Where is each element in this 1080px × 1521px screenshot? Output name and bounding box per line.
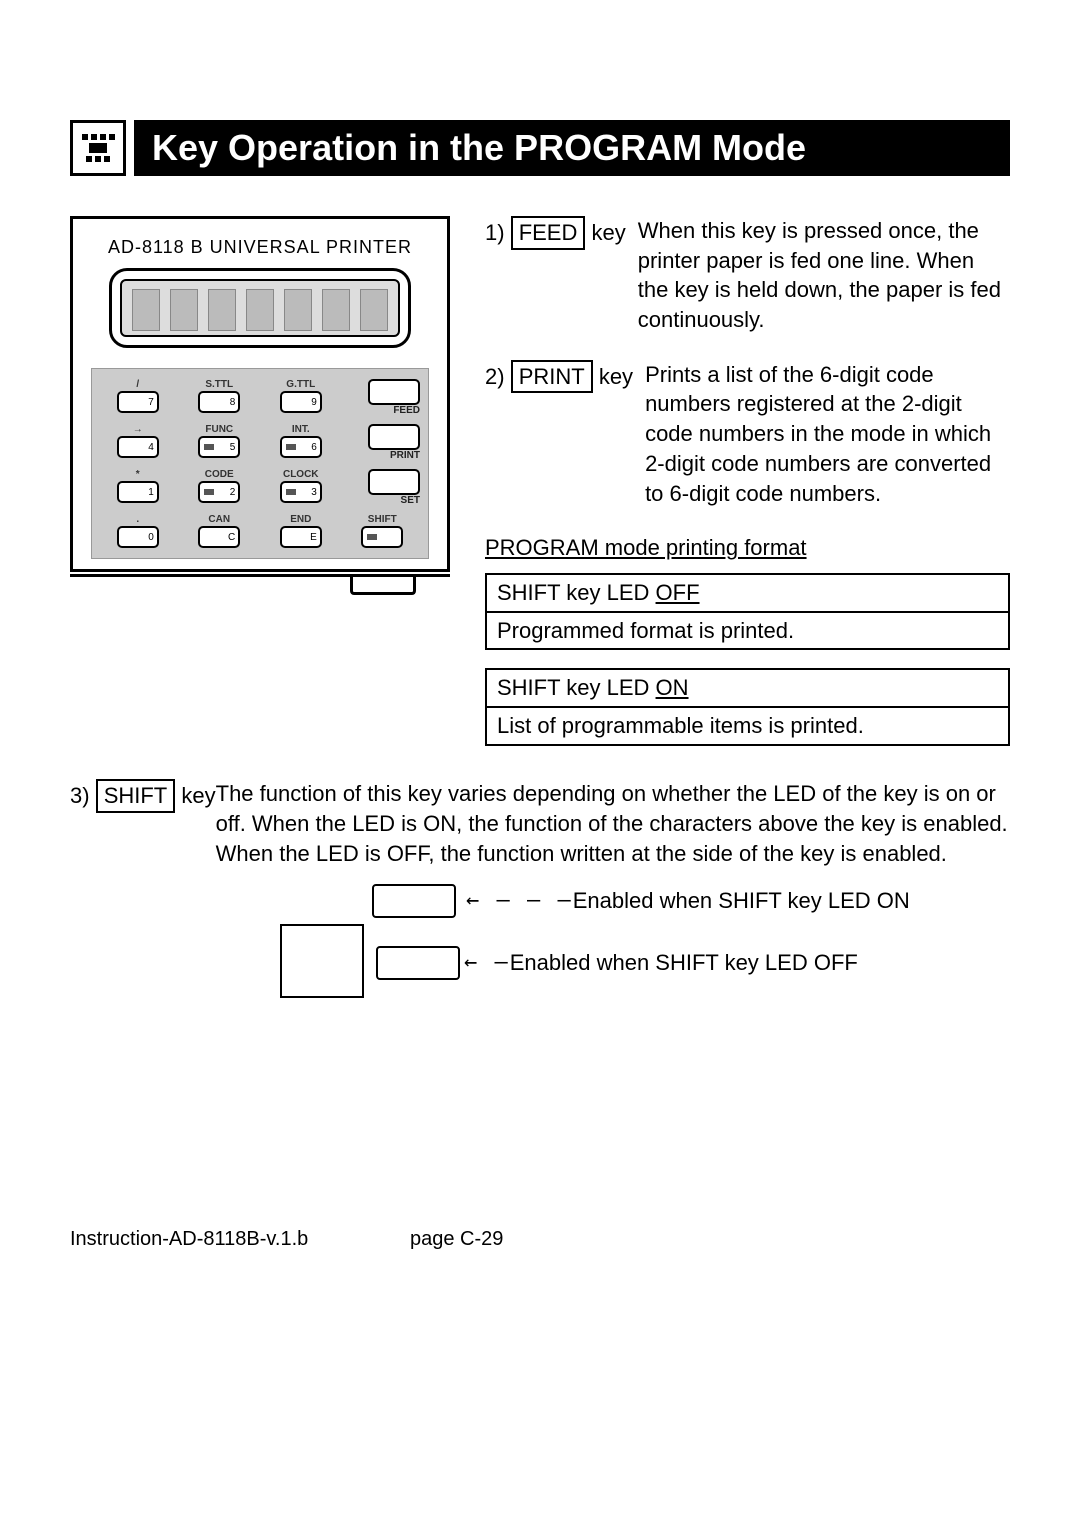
key-3: 3 [280,481,322,503]
feed-key-box: FEED [511,216,586,250]
item-3: 3) SHIFT key The function of this key va… [70,779,1010,870]
key-9: 9 [280,391,322,413]
key-8: 8 [198,391,240,413]
key-shift-top: SHIFT [368,514,397,526]
item-3-desc: The function of this key varies dependin… [216,779,1010,870]
printer-model-label: AD-8118 B UNIVERSAL PRINTER [91,237,429,258]
key-0: 0 [117,526,159,548]
item-2-desc: Prints a list of the 6-digit code number… [645,360,1010,508]
format-box-on: SHIFT key LED ON List of programmable it… [485,668,1010,745]
key-print-btn [368,424,420,450]
key-3-top: CLOCK [283,469,319,481]
key-5-top: FUNC [205,424,233,436]
keypad: /7 S.TTL8 G.TTL9 FEED →4 FUNC 5 INT.6 PRI… [91,368,429,559]
format-off-state: OFF [656,580,700,605]
shift-big-box [280,924,364,998]
key-2: 2 [198,481,240,503]
key-0-top: . [136,514,139,526]
key-set-btn [368,469,420,495]
key-shift [361,526,403,548]
key-6: 6 [280,436,322,458]
key-7: 7 [117,391,159,413]
format-on-desc: List of programmable items is printed. [487,708,1008,744]
shift-key-box: SHIFT [96,779,176,813]
key-2-top: CODE [205,469,234,481]
format-off-desc: Programmed format is printed. [487,613,1008,649]
shift-on-label: Enabled when SHIFT key LED ON [573,888,910,914]
key-c-top: CAN [208,514,230,526]
shift-off-label: Enabled when SHIFT key LED OFF [510,950,858,976]
item-1-suffix: key [592,220,626,245]
shift-off-box [376,946,460,980]
key-e-top: END [290,514,311,526]
footer: Instruction-AD-8118B-v.1.b page C-29 [70,1228,1010,1251]
format-off-label: SHIFT key LED [497,580,656,605]
key-feed-label: FEED [393,405,420,416]
item-3-suffix: key [181,783,215,808]
key-2-num: 2 [230,487,236,498]
arrow-solid: ← — [464,950,510,975]
key-c: C [198,526,240,548]
format-on-state: ON [656,675,689,700]
key-9-top: G.TTL [286,379,315,391]
section-header: Key Operation in the PROGRAM Mode [70,120,1010,176]
key-6-top: INT. [292,424,310,436]
shift-on-box [372,884,456,918]
tab-hook [350,574,416,595]
item-2: 2) PRINT key Prints a list of the 6-digi… [485,360,1010,508]
format-box-off: SHIFT key LED OFF Programmed format is p… [485,573,1010,650]
item-1-num: 1) [485,220,505,245]
key-4-top: → [133,424,143,436]
printer-icon [70,120,126,176]
item-3-num: 3) [70,783,90,808]
key-1: 1 [117,481,159,503]
key-7-top: / [136,379,139,391]
item-2-suffix: key [599,364,633,389]
print-key-box: PRINT [511,360,593,394]
footer-page: page C-29 [410,1228,503,1251]
shift-diagram: ← — — — Enabled when SHIFT key LED ON ← … [280,884,1010,998]
key-print-label: PRINT [390,450,420,461]
format-on-label: SHIFT key LED [497,675,656,700]
item-1-desc: When this key is pressed once, the print… [638,216,1010,335]
item-2-num: 2) [485,364,505,389]
section-title: Key Operation in the PROGRAM Mode [134,120,1010,176]
key-1-top: * [136,469,140,481]
key-3-num: 3 [311,487,317,498]
key-set-label: SET [401,495,420,506]
key-5: 5 [198,436,240,458]
printer-diagram: AD-8118 B UNIVERSAL PRINTER /7 S.TTL8 G.… [70,216,450,595]
key-8-top: S.TTL [205,379,233,391]
key-4: 4 [117,436,159,458]
key-feed-btn [368,379,420,405]
footer-docid: Instruction-AD-8118B-v.1.b [70,1228,410,1251]
key-5-num: 5 [230,442,236,453]
format-heading: PROGRAM mode printing format [485,533,1010,563]
key-e: E [280,526,322,548]
item-1: 1) FEED key When this key is pressed onc… [485,216,1010,335]
key-6-num: 6 [311,442,317,453]
arrow-dash: ← — — — [466,888,573,913]
display-panel [109,268,411,348]
